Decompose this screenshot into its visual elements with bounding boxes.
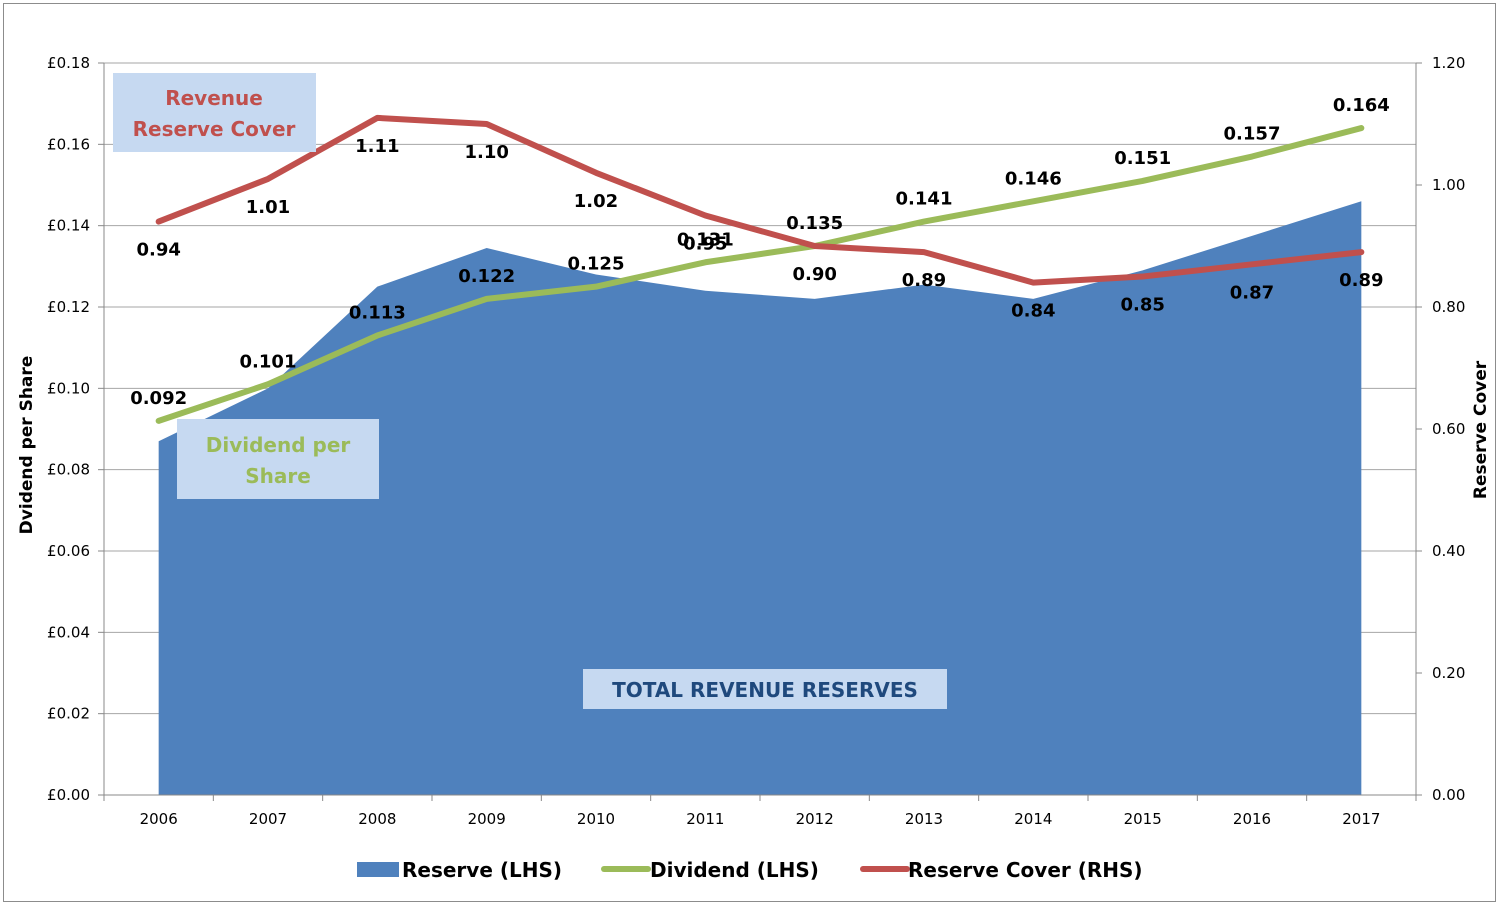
dividend-callout-line1: Dividend per — [206, 433, 351, 457]
cover-callout-line1: Revenue — [165, 86, 263, 110]
left-tick-label: £0.10 — [47, 379, 90, 397]
x-tick-label: 2009 — [468, 810, 506, 828]
dividend-callout: Dividend per Share — [177, 419, 379, 499]
left-axis-ticks: £0.00 £0.02 £0.04 £0.06 £0.08 £0.10 £0.12 £0.14… — [47, 54, 104, 804]
reserve-cover-data-labels: 0.94 1.01 1.11 1.10 1.02 0.95 0.90 0.89 0.84 0.85… — [136, 136, 1383, 322]
dividend-callout-box — [177, 419, 379, 499]
x-tick-label: 2007 — [249, 810, 287, 828]
left-tick-label: £0.04 — [47, 623, 90, 641]
legend-label-cover: Reserve Cover (RHS) — [908, 858, 1143, 882]
legend: Reserve (LHS) Dividend (LHS) Reserve Cov… — [357, 858, 1143, 882]
reserve-cover-data-label: 0.84 — [1011, 301, 1055, 322]
reserves-callout-text: TOTAL REVENUE RESERVES — [612, 678, 918, 702]
legend-swatch-reserve — [357, 862, 399, 877]
reserve-cover-data-label: 0.89 — [1339, 270, 1383, 291]
x-tick-label: 2017 — [1342, 810, 1380, 828]
reserve-cover-data-label: 0.85 — [1120, 295, 1164, 316]
right-axis-ticks: 0.00 0.20 0.40 0.60 0.80 1.00 1.20 — [1416, 54, 1465, 804]
left-tick-label: £0.14 — [47, 217, 90, 235]
legend-label-dividend: Dividend (LHS) — [650, 858, 819, 882]
dividend-data-label: 0.157 — [1224, 124, 1281, 145]
x-tick-label: 2011 — [686, 810, 724, 828]
x-tick-label: 2014 — [1014, 810, 1052, 828]
reserves-callout: TOTAL REVENUE RESERVES — [583, 669, 947, 709]
dividend-data-label: 0.125 — [568, 254, 625, 275]
x-tick-marks — [103, 795, 1417, 801]
left-tick-label: £0.12 — [47, 298, 90, 316]
reserve-cover-data-label: 0.87 — [1230, 282, 1274, 303]
left-tick-label: £0.18 — [47, 54, 90, 72]
dividend-data-label: 0.164 — [1333, 95, 1390, 116]
right-tick-label: 0.20 — [1432, 664, 1465, 682]
dividend-data-label: 0.092 — [130, 388, 187, 409]
reserve-cover-data-label: 0.94 — [136, 240, 180, 261]
dividend-data-label: 0.113 — [349, 302, 406, 323]
reserve-cover-data-label: 1.01 — [246, 197, 290, 218]
legend-label-reserve: Reserve (LHS) — [402, 858, 562, 882]
dividend-callout-line2: Share — [245, 464, 311, 488]
reserve-cover-data-label: 1.11 — [355, 136, 399, 157]
reserve-cover-line — [155, 114, 1365, 286]
right-tick-label: 1.00 — [1432, 176, 1465, 194]
x-tick-label: 2010 — [577, 810, 615, 828]
left-tick-label: £0.02 — [47, 705, 90, 723]
right-tick-label: 0.40 — [1432, 542, 1465, 560]
cover-callout-line2: Reserve Cover — [133, 117, 296, 141]
x-tick-label: 2008 — [358, 810, 396, 828]
dividend-data-label: 0.122 — [458, 266, 515, 287]
left-axis-title: Dvidend per Share — [17, 356, 37, 535]
reserves-callout-box — [583, 669, 947, 709]
left-tick-label: £0.16 — [47, 135, 90, 153]
left-tick-label: £0.00 — [47, 786, 90, 804]
cover-callout-box — [113, 73, 316, 152]
x-tick-label: 2012 — [796, 810, 834, 828]
dividend-data-label: 0.135 — [786, 213, 843, 234]
cover-callout: Revenue Reserve Cover — [113, 73, 316, 152]
x-tick-label: 2013 — [905, 810, 943, 828]
reserve-cover-data-label: 0.90 — [792, 264, 836, 285]
x-tick-label: 2016 — [1233, 810, 1271, 828]
right-tick-label: 0.00 — [1432, 786, 1465, 804]
dividend-data-label: 0.151 — [1114, 148, 1171, 169]
dividend-data-label: 0.141 — [896, 189, 953, 210]
right-tick-label: 0.60 — [1432, 420, 1465, 438]
x-tick-label: 2006 — [140, 810, 178, 828]
right-tick-label: 0.80 — [1432, 298, 1465, 316]
x-tick-label: 2015 — [1124, 810, 1162, 828]
reserve-cover-data-label: 0.95 — [683, 234, 727, 255]
reserve-area — [158, 201, 1362, 795]
x-axis-ticks: 2006 2007 2008 2009 2010 2011 2012 2013 2014 2015… — [140, 810, 1381, 828]
reserve-cover-data-label: 1.02 — [574, 191, 618, 212]
reserve-cover-data-label: 1.10 — [464, 142, 508, 163]
dividend-data-label: 0.146 — [1005, 168, 1062, 189]
right-axis-title: Reserve Cover — [1471, 360, 1491, 499]
reserve-cover-data-label: 0.89 — [902, 270, 946, 291]
left-tick-label: £0.08 — [47, 461, 90, 479]
dividend-data-label: 0.131 — [677, 229, 734, 250]
right-tick-label: 1.20 — [1432, 54, 1465, 72]
dividend-data-labels: 0.092 0.101 0.113 0.122 0.125 0.131 0.135 0.141… — [130, 95, 1390, 409]
dividend-data-label: 0.101 — [240, 351, 297, 372]
dividend-line — [155, 125, 1365, 424]
left-tick-label: £0.06 — [47, 542, 90, 560]
